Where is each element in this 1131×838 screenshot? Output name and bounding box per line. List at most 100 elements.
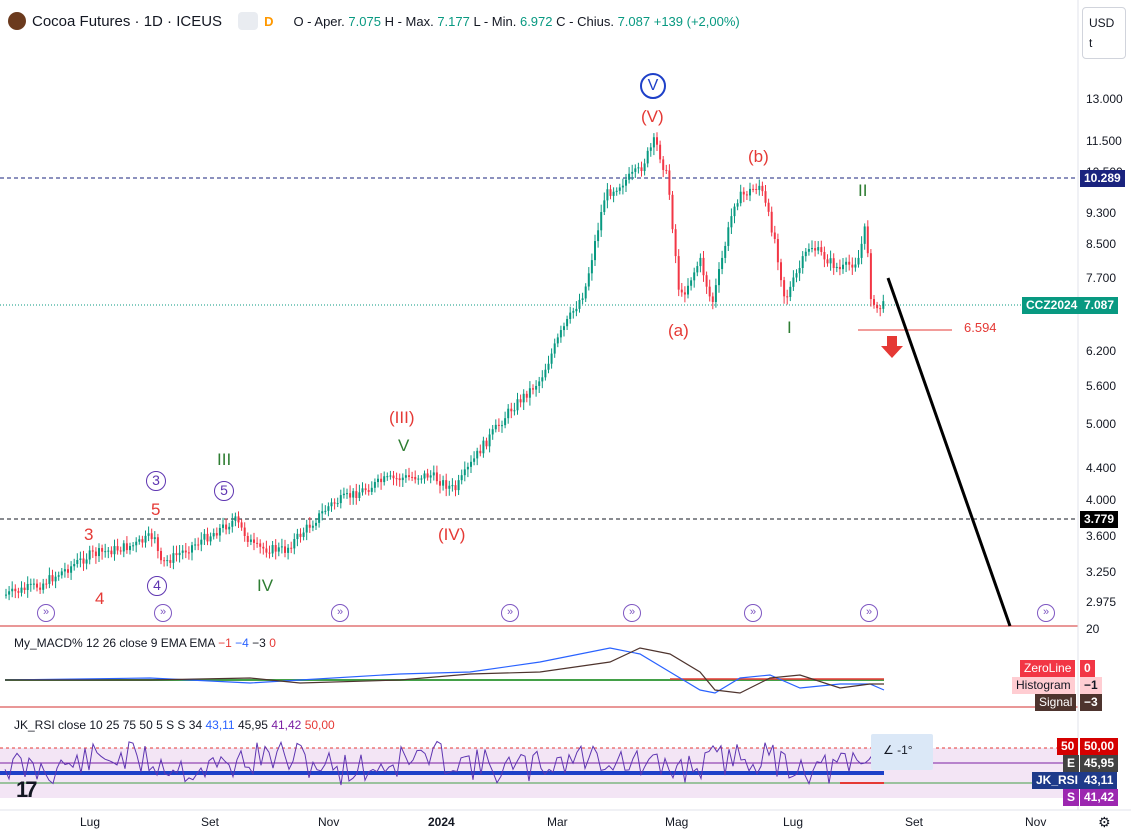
candle-body — [163, 560, 166, 562]
candle-body — [519, 399, 522, 403]
candle-body — [491, 429, 494, 435]
current-price-badge: 7.087 — [1080, 297, 1119, 314]
candle-body — [485, 440, 488, 447]
candle-body — [203, 533, 206, 540]
event-marker[interactable]: » — [501, 604, 519, 622]
rsi-value: 43,11 — [1080, 772, 1118, 789]
candle-body — [749, 188, 751, 196]
candle-body — [287, 547, 290, 553]
candle-body — [786, 296, 789, 298]
candle-body — [609, 189, 612, 196]
candle-body — [268, 552, 271, 554]
candle-body — [265, 548, 268, 553]
candle-body — [70, 566, 73, 573]
candle-body — [721, 257, 724, 270]
price-tick: 3.600 — [1086, 529, 1117, 543]
candle-body — [414, 476, 417, 480]
candle-body — [63, 569, 66, 572]
price-tick: 13.000 — [1086, 92, 1123, 106]
candle-body — [122, 543, 125, 552]
event-marker[interactable]: » — [744, 604, 762, 622]
candle-body — [138, 539, 141, 542]
macd-title[interactable]: My_MACD% 12 26 close 9 EMA EMA −1 −4 −3 … — [14, 636, 276, 650]
currency-selector[interactable]: USD t — [1082, 7, 1126, 59]
candle-body — [532, 388, 534, 390]
candle-body — [795, 273, 798, 278]
candle-body — [482, 440, 485, 454]
candle-body — [814, 248, 817, 251]
candle-body — [237, 516, 240, 523]
event-marker[interactable]: » — [623, 604, 641, 622]
rsi-title[interactable]: JK_RSI close 10 25 75 50 5 S S 34 43,11 … — [14, 718, 335, 732]
event-marker[interactable]: » — [860, 604, 878, 622]
candle-body — [293, 539, 296, 549]
symbol-title[interactable]: Cocoa Futures · 1D · ICEUS — [32, 12, 223, 30]
candle-body — [842, 264, 844, 270]
candle-body — [361, 488, 364, 493]
angle-tool[interactable]: ∠ -1° — [871, 734, 933, 770]
candle-body — [497, 424, 500, 426]
candle-body — [773, 232, 776, 240]
candle-body — [125, 543, 128, 551]
candle-body — [144, 535, 147, 543]
candle-body — [736, 203, 739, 207]
event-marker[interactable]: » — [37, 604, 55, 622]
candle-body — [457, 480, 460, 491]
candle-body — [618, 187, 621, 191]
candle-body — [98, 548, 100, 557]
rsi-line — [4, 740, 882, 786]
candle-body — [547, 363, 550, 370]
candle-body — [621, 185, 624, 188]
candle-body — [873, 299, 875, 305]
candle-body — [234, 516, 237, 521]
visibility-toggle-icon[interactable] — [238, 12, 259, 30]
candle-body — [801, 256, 804, 269]
wave-(IV): (IV) — [438, 525, 466, 544]
candle-body — [863, 226, 866, 244]
event-marker[interactable]: » — [331, 604, 349, 622]
candle-body — [262, 546, 265, 549]
candle-body — [51, 575, 54, 582]
event-marker[interactable]: » — [1037, 604, 1055, 622]
candle-body — [668, 170, 671, 195]
candle-body — [383, 476, 386, 483]
candle-body — [718, 269, 720, 286]
wave-circle-4: 4 — [147, 576, 167, 596]
candle-body — [380, 478, 383, 483]
candle-body — [29, 583, 32, 585]
candle-body — [110, 550, 113, 555]
candle-body — [417, 478, 420, 480]
time-tick: Lug — [80, 815, 101, 829]
candle-body — [665, 169, 668, 171]
candle-body — [426, 473, 429, 478]
rsi-s-tag: S — [1063, 789, 1080, 806]
time-tick: 2024 — [428, 815, 455, 829]
candle-body — [690, 280, 693, 286]
candle-body — [733, 206, 736, 217]
candle-body — [711, 296, 714, 303]
candle-body — [708, 286, 711, 297]
delayed-badge: D — [264, 13, 274, 29]
candle-body — [656, 137, 658, 145]
candle-body — [411, 476, 414, 478]
candle-body — [336, 503, 339, 505]
candle-body — [572, 311, 575, 313]
gear-icon[interactable]: ⚙ — [1098, 814, 1111, 830]
event-marker[interactable]: » — [154, 604, 172, 622]
candle-body — [346, 493, 348, 495]
wave-(V): (V) — [641, 107, 664, 126]
candle-body — [445, 480, 448, 489]
level-low-badge: 3.779 — [1080, 511, 1119, 528]
candle-body — [522, 393, 525, 403]
candle-body — [408, 475, 410, 477]
candle-body — [389, 475, 392, 477]
wave-red-5: 5 — [151, 500, 161, 519]
candle-body — [649, 147, 652, 151]
wave-red-3: 3 — [84, 525, 94, 544]
candle-body — [674, 229, 677, 257]
time-tick: Mag — [665, 815, 689, 829]
candle-body — [181, 550, 184, 553]
candle-body — [349, 493, 352, 498]
candle-body — [231, 520, 234, 527]
